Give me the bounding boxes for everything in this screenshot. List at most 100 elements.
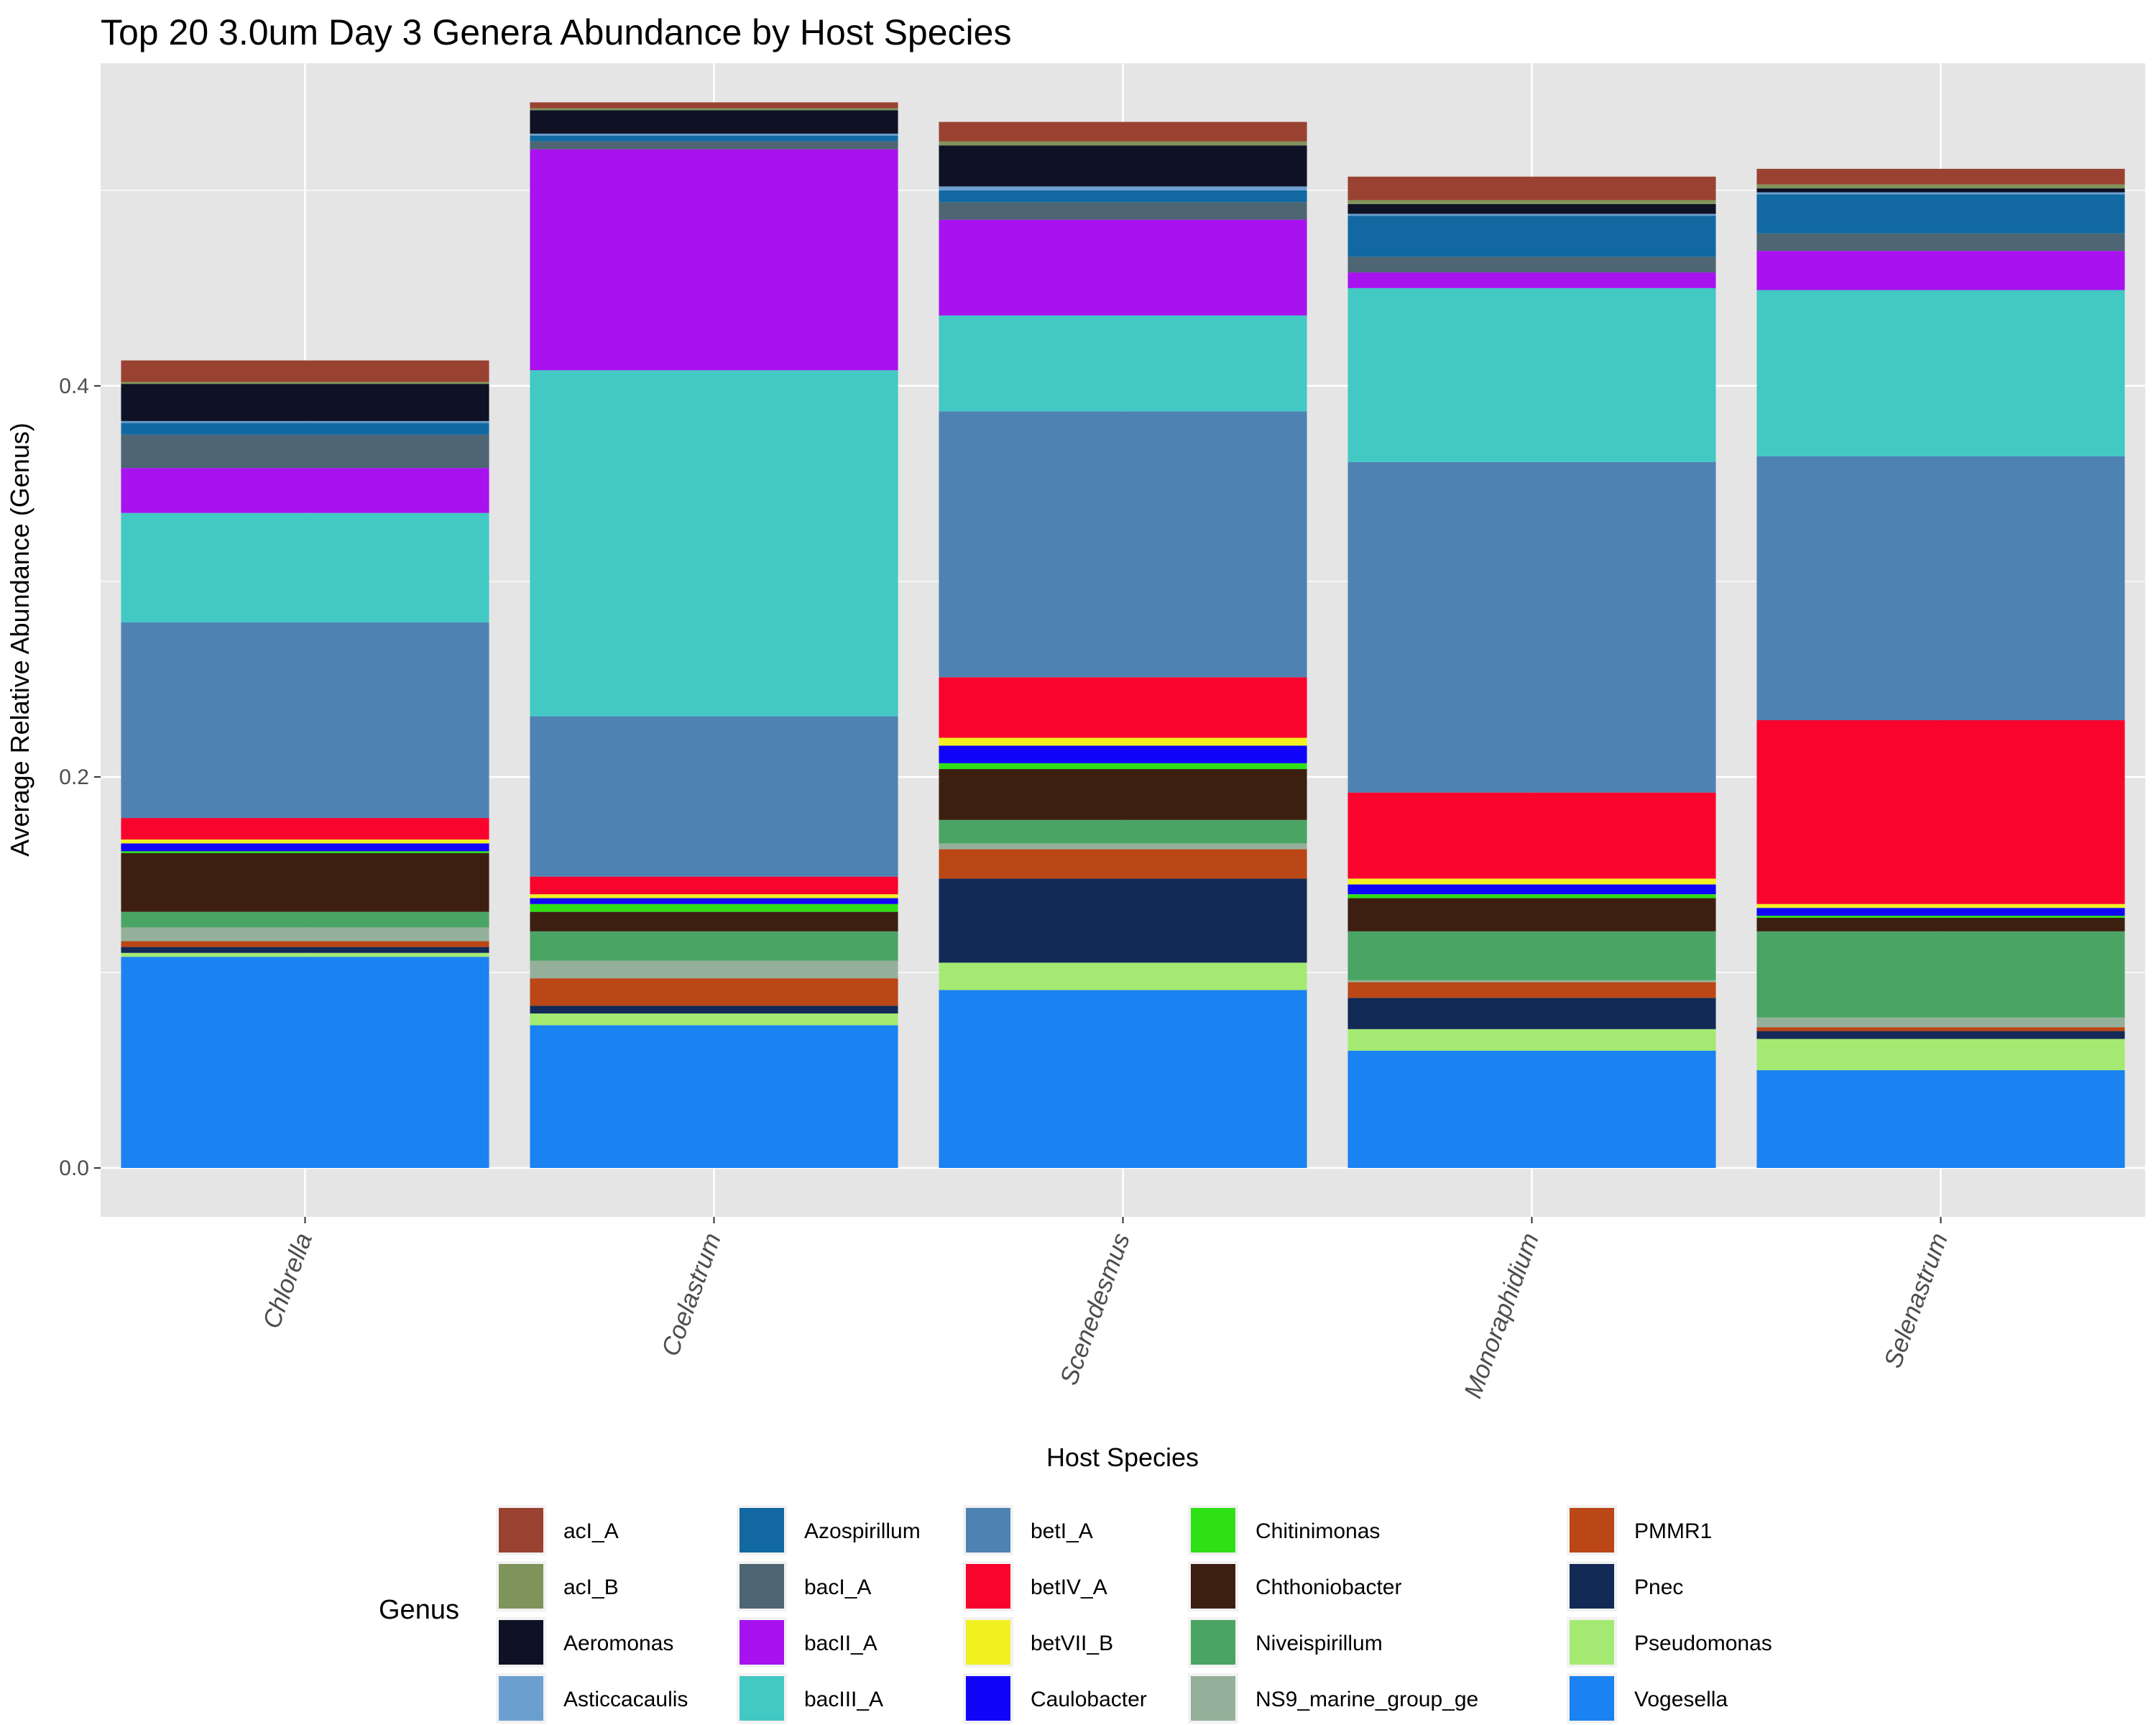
bar-segment-selenastrum-azospirillum <box>1756 194 2125 234</box>
bar-segment-chlorella-chitinimonas <box>121 851 489 854</box>
bar-segment-scenedesmus-chthoniobacter <box>939 769 1307 820</box>
bar-stack-monoraphidium <box>1348 176 1716 1168</box>
legend-item-pseudomonas: Pseudomonas <box>1567 1617 1772 1668</box>
y-tick-label: 0.2 <box>59 765 89 789</box>
legend-label: betIV_A <box>1031 1576 1107 1599</box>
bar-segment-chlorella-aci-a <box>121 360 489 382</box>
bar-segment-selenastrum-bacii-a <box>1756 251 2125 290</box>
bar-segment-selenastrum-chitinimonas <box>1756 916 2125 918</box>
legend-swatch <box>1191 1676 1235 1721</box>
bar-segment-selenastrum-betiv-a <box>1756 720 2125 904</box>
legend-swatch <box>966 1676 1010 1721</box>
bar-segment-chlorella-azospirillum <box>121 423 489 435</box>
legend-swatch <box>1191 1508 1235 1552</box>
bar-segment-selenastrum-pseudomonas <box>1756 1039 2125 1070</box>
bar-segment-selenastrum-ns9-marine-group-ge <box>1756 1017 2125 1028</box>
legend-label: PMMR1 <box>1634 1519 1712 1543</box>
bar-segment-chlorella-pnec <box>121 947 489 953</box>
bar-segment-monoraphidium-baci-a <box>1348 257 1716 273</box>
legend-item-baciii-a: bacIII_A <box>737 1673 883 1724</box>
bar-segment-monoraphidium-pseudomonas <box>1348 1029 1716 1051</box>
bar-segment-selenastrum-pmmr1 <box>1756 1027 2125 1031</box>
bar-segment-monoraphidium-vogesella <box>1348 1050 1716 1168</box>
bar-segment-monoraphidium-chitinimonas <box>1348 894 1716 898</box>
legend-swatch <box>740 1620 784 1665</box>
bar-segment-monoraphidium-asticcacaulis <box>1348 213 1716 216</box>
bar-segment-chlorella-pseudomonas <box>121 952 489 957</box>
bar-segment-selenastrum-vogesella <box>1756 1070 2125 1168</box>
y-axis-title: Average Relative Abundance (Genus) <box>5 423 34 857</box>
legend: Genus acI_A acI_B Aeromonas Asticcacaulis Az… <box>379 1505 1772 1724</box>
bar-segment-scenedesmus-pseudomonas <box>939 962 1307 990</box>
legend-swatch <box>1570 1676 1614 1721</box>
legend-swatch <box>966 1564 1010 1609</box>
legend-title: Genus <box>379 1595 459 1625</box>
bar-segment-selenastrum-baci-a <box>1756 233 2125 252</box>
bar-segment-selenastrum-beti-a <box>1756 456 2125 721</box>
bar-segment-scenedesmus-aeromonas <box>939 145 1307 187</box>
bar-segment-selenastrum-caulobacter <box>1756 908 2125 916</box>
legend-swatch <box>1191 1620 1235 1665</box>
bar-stack-chlorella <box>121 360 489 1168</box>
bars-layer <box>121 102 2125 1168</box>
bar-segment-scenedesmus-chitinimonas <box>939 763 1307 770</box>
legend-item-azospirillum: Azospirillum <box>737 1505 921 1555</box>
legend-label: Caulobacter <box>1031 1688 1147 1711</box>
bar-segment-scenedesmus-niveispirillum <box>939 819 1307 844</box>
bar-segment-coelastrum-pnec <box>530 1006 898 1014</box>
bar-segment-selenastrum-baciii-a <box>1756 290 2125 456</box>
bar-segment-scenedesmus-caulobacter <box>939 745 1307 763</box>
legend-label: Chthoniobacter <box>1256 1576 1401 1599</box>
legend-item-beti-a: betI_A <box>963 1505 1093 1555</box>
legend-label: Azospirillum <box>804 1519 921 1543</box>
bar-segment-monoraphidium-baciii-a <box>1348 288 1716 462</box>
legend-swatch <box>740 1564 784 1609</box>
bar-segment-selenastrum-aci-b <box>1756 184 2125 189</box>
legend-label: bacII_A <box>804 1632 877 1655</box>
legend-item-baci-a: bacI_A <box>737 1561 871 1611</box>
bar-segment-scenedesmus-betvii-b <box>939 737 1307 746</box>
bar-segment-scenedesmus-aci-b <box>939 141 1307 146</box>
bar-segment-monoraphidium-azospirillum <box>1348 216 1716 257</box>
bar-segment-selenastrum-niveispirillum <box>1756 931 2125 1018</box>
bar-segment-scenedesmus-betiv-a <box>939 677 1307 738</box>
legend-swatch <box>499 1564 543 1609</box>
bar-segment-selenastrum-asticcacaulis <box>1756 192 2125 195</box>
legend-label: betI_A <box>1031 1519 1093 1543</box>
bar-segment-chlorella-asticcacaulis <box>121 420 489 423</box>
bar-segment-monoraphidium-aeromonas <box>1348 203 1716 214</box>
bar-segment-monoraphidium-ns9-marine-group-ge <box>1348 980 1716 983</box>
bar-segment-chlorella-chthoniobacter <box>121 853 489 912</box>
bar-segment-monoraphidium-niveispirillum <box>1348 931 1716 980</box>
bar-segment-monoraphidium-bacii-a <box>1348 272 1716 288</box>
bar-segment-scenedesmus-aci-a <box>939 121 1307 142</box>
bar-segment-chlorella-ns9-marine-group-ge <box>121 927 489 942</box>
legend-label: NS9_marine_group_ge <box>1256 1688 1478 1711</box>
legend-label: bacIII_A <box>804 1688 883 1711</box>
bar-segment-coelastrum-pseudomonas <box>530 1013 898 1026</box>
bar-stack-scenedesmus <box>939 121 1307 1168</box>
legend-item-pnec: Pnec <box>1567 1561 1683 1611</box>
bar-segment-monoraphidium-betiv-a <box>1348 792 1716 879</box>
legend-item-aeromonas: Aeromonas <box>496 1617 673 1668</box>
bar-segment-selenastrum-aci-a <box>1756 168 2125 185</box>
y-tick-label: 0.0 <box>59 1156 89 1180</box>
bar-segment-scenedesmus-pnec <box>939 878 1307 963</box>
bar-segment-monoraphidium-betvii-b <box>1348 878 1716 885</box>
bar-segment-monoraphidium-pnec <box>1348 998 1716 1029</box>
bar-segment-coelastrum-azospirillum <box>530 135 898 142</box>
legend-label: Asticcacaulis <box>563 1688 688 1711</box>
legend-item-chitinimonas: Chitinimonas <box>1188 1505 1380 1555</box>
legend-swatch <box>1570 1564 1614 1609</box>
bar-segment-coelastrum-aci-a <box>530 102 898 109</box>
bar-segment-chlorella-caulobacter <box>121 843 489 852</box>
legend-item-asticcacaulis: Asticcacaulis <box>496 1673 688 1724</box>
bar-segment-selenastrum-aeromonas <box>1756 188 2125 193</box>
bar-segment-coelastrum-pmmr1 <box>530 978 898 1006</box>
x-axis-title: Host Species <box>1046 1443 1199 1472</box>
bar-segment-scenedesmus-vogesella <box>939 990 1307 1168</box>
legend-label: betVII_B <box>1031 1632 1113 1655</box>
legend-swatch <box>740 1508 784 1552</box>
bar-segment-chlorella-aci-b <box>121 382 489 385</box>
